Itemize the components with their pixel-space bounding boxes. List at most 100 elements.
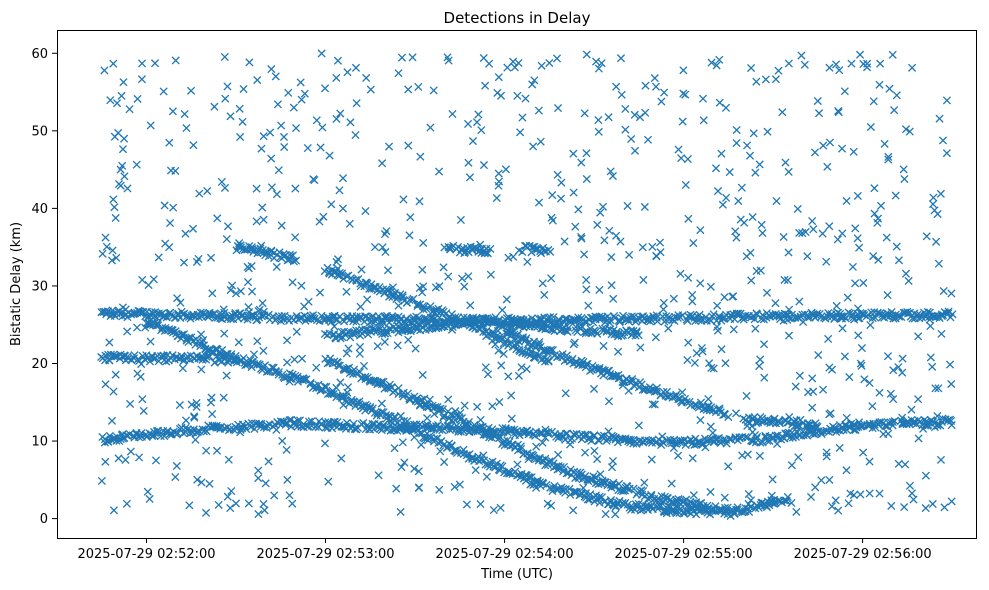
detection-marker [493, 88, 502, 97]
detection-marker [361, 406, 370, 415]
detection-marker [743, 141, 752, 150]
detection-marker [491, 317, 500, 326]
detection-marker [590, 431, 599, 440]
detection-marker [290, 355, 299, 364]
detection-marker [840, 87, 849, 96]
detection-marker [530, 245, 539, 254]
detection-marker [252, 184, 261, 193]
detection-marker [135, 433, 144, 442]
detection-marker [784, 167, 793, 176]
detection-marker [601, 509, 610, 519]
detection-marker [133, 94, 142, 103]
detection-marker [390, 413, 400, 422]
detection-marker [825, 63, 834, 72]
detection-marker [627, 312, 637, 321]
detection-marker [755, 362, 764, 371]
detection-marker [866, 321, 875, 330]
detection-marker [105, 356, 114, 365]
detection-marker [126, 399, 135, 408]
detection-marker [717, 149, 726, 158]
detection-marker [801, 227, 810, 237]
detection-marker [938, 414, 947, 423]
detection-marker [814, 350, 823, 360]
detection-marker [589, 384, 599, 393]
detection-marker [264, 457, 273, 466]
detection-marker [272, 190, 281, 199]
detection-marker [582, 50, 591, 59]
detection-marker [604, 427, 613, 436]
detection-marker [274, 166, 283, 175]
detection-marker [423, 414, 432, 423]
detection-marker [315, 217, 324, 226]
detection-marker [175, 401, 184, 410]
detection-marker [479, 161, 489, 170]
detection-marker [260, 506, 269, 515]
detection-marker [857, 344, 866, 353]
detection-marker [495, 397, 504, 407]
detection-marker [384, 142, 394, 151]
detection-marker [795, 228, 804, 238]
detection-marker [137, 59, 147, 68]
detection-marker [253, 337, 262, 346]
detection-marker [108, 246, 117, 255]
detection-marker [882, 233, 891, 242]
detection-marker [847, 59, 856, 68]
detection-marker [507, 414, 516, 423]
detection-marker [853, 304, 863, 313]
y-tick-label: 20 [31, 357, 48, 372]
detection-marker [947, 289, 956, 298]
detection-marker [592, 327, 601, 336]
detection-marker [282, 336, 292, 345]
detection-marker [261, 479, 270, 488]
detection-marker [926, 353, 935, 362]
detection-marker [817, 476, 826, 485]
detection-marker [146, 121, 155, 130]
detection-marker [648, 242, 657, 251]
detection-marker [263, 421, 272, 430]
detection-marker [159, 351, 168, 360]
detection-marker [722, 193, 731, 202]
detection-marker [937, 329, 946, 338]
detection-marker [921, 418, 930, 427]
detection-marker [582, 275, 591, 284]
detection-marker [258, 203, 267, 212]
detection-marker [840, 352, 849, 361]
detection-marker [594, 127, 603, 136]
detection-marker [674, 451, 683, 460]
detection-marker [532, 442, 541, 451]
detection-marker [825, 222, 834, 231]
detection-marker [254, 510, 263, 519]
detection-marker [382, 227, 391, 236]
detection-marker [758, 229, 767, 238]
detection-marker [836, 309, 845, 318]
detection-marker [522, 365, 531, 374]
detection-marker [659, 298, 668, 307]
detection-marker [808, 403, 817, 412]
detection-marker [669, 443, 678, 453]
detection-marker [329, 419, 338, 428]
detection-marker [179, 330, 189, 339]
detection-marker [854, 331, 863, 340]
detection-marker [734, 196, 743, 206]
detection-marker [630, 110, 639, 119]
detection-marker [755, 451, 764, 460]
detection-marker [390, 444, 399, 453]
detection-marker [344, 344, 353, 353]
detection-marker [928, 499, 937, 509]
detection-marker [914, 332, 923, 341]
detection-marker [934, 384, 943, 393]
detection-marker [523, 426, 532, 435]
detection-marker [898, 368, 907, 377]
detection-marker [342, 349, 351, 358]
detection-marker [859, 448, 868, 457]
detection-marker [518, 348, 527, 357]
detection-marker [706, 487, 715, 497]
detection-marker [793, 204, 802, 213]
detection-marker [418, 370, 427, 380]
detection-marker [837, 144, 847, 153]
detection-marker [669, 294, 678, 303]
detection-marker [497, 361, 506, 370]
detection-marker [652, 313, 661, 322]
detection-marker [266, 128, 275, 137]
detection-marker [332, 383, 341, 392]
